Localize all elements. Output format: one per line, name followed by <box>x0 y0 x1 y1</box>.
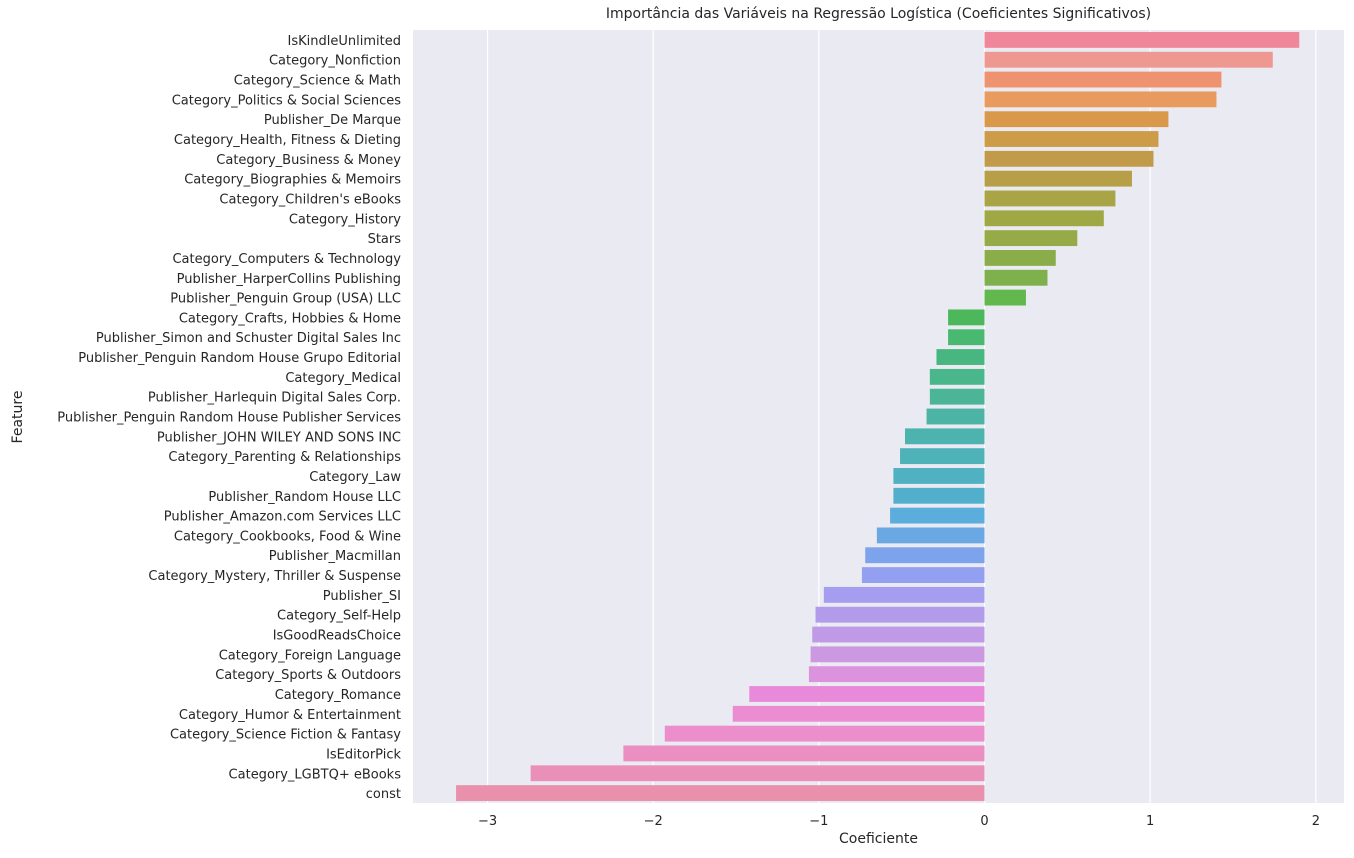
bar <box>929 368 985 385</box>
bar <box>893 487 985 504</box>
y-tick-label: Category_Science Fiction & Fantasy <box>170 728 401 743</box>
bar <box>815 606 985 623</box>
x-tick-label: −1 <box>809 814 828 829</box>
y-tick-label: Publisher_JOHN WILEY AND SONS INC <box>157 430 401 445</box>
y-tick-label: Category_Nonfiction <box>269 54 401 69</box>
y-tick-label: IsGoodReadsChoice <box>273 629 401 644</box>
y-tick-label: Category_Law <box>309 470 401 485</box>
bar <box>876 527 985 544</box>
y-tick-label: Publisher_Simon and Schuster Digital Sal… <box>96 331 401 346</box>
y-tick-label: Category_Health, Fitness & Dieting <box>174 133 401 148</box>
bar <box>926 408 985 425</box>
bar <box>749 686 985 702</box>
chart-title: Importância das Variáveis na Regressão L… <box>605 6 1152 22</box>
bar <box>456 785 985 802</box>
y-tick-label: Category_Politics & Social Sciences <box>172 93 402 108</box>
y-tick-label: Publisher_Amazon.com Services LLC <box>164 510 401 525</box>
y-tick-label: Category_Mystery, Thriller & Suspense <box>148 569 401 584</box>
y-tick-label: Publisher_Random House LLC <box>208 490 401 505</box>
bar <box>732 705 985 722</box>
y-tick-label: Category_Cookbooks, Food & Wine <box>174 529 401 544</box>
bar <box>948 309 985 326</box>
y-tick-label: Category_Self-Help <box>277 609 401 624</box>
y-tick-label: const <box>366 787 401 802</box>
bar <box>984 289 1026 306</box>
bar <box>905 428 985 445</box>
bar <box>664 725 985 742</box>
y-tick-label: Category_Humor & Entertainment <box>179 708 401 723</box>
bars <box>456 31 1300 802</box>
bar <box>984 111 1169 128</box>
y-tick-label: Category_Children's eBooks <box>219 192 401 207</box>
y-tick-labels: IsKindleUnlimited Category_Nonfiction Cate… <box>57 34 401 802</box>
y-tick-label: Publisher_Penguin Group (USA) LLC <box>170 292 401 307</box>
y-tick-label: Category_History <box>289 212 401 227</box>
y-tick-label: IsKindleUnlimited <box>288 34 401 49</box>
bar <box>984 71 1222 88</box>
x-axis-label: Coeficiente <box>839 831 918 847</box>
bar <box>865 547 985 564</box>
y-tick-label: Publisher_Penguin Random House Publisher… <box>57 411 401 426</box>
bar <box>936 349 985 365</box>
y-tick-label: Category_Romance <box>275 688 401 703</box>
bar <box>984 31 1300 48</box>
bar <box>893 468 985 484</box>
y-tick-label: Publisher_Macmillan <box>269 549 401 564</box>
y-tick-label: Category_Sports & Outdoors <box>215 668 401 683</box>
y-tick-label: Publisher_SI <box>323 589 401 604</box>
x-tick-label: 2 <box>1312 814 1320 829</box>
bar <box>929 388 985 405</box>
x-tick-labels: −3 −2 −1 0 1 2 <box>478 814 1320 829</box>
bar <box>984 190 1116 207</box>
y-tick-label: Publisher_HarperCollins Publishing <box>177 272 401 287</box>
bar <box>948 329 985 346</box>
y-tick-label: Publisher_Penguin Random House Grupo Edi… <box>78 351 401 366</box>
y-tick-label: Category_Parenting & Relationships <box>168 450 401 465</box>
bar <box>890 507 985 524</box>
bar <box>984 170 1132 187</box>
bar <box>823 586 985 603</box>
x-tick-label: 1 <box>1146 814 1154 829</box>
bar <box>861 567 985 583</box>
y-axis-label: Feature <box>10 390 26 444</box>
y-tick-label: Category_Crafts, Hobbies & Home <box>179 311 401 326</box>
y-tick-label: IsEditorPick <box>326 747 401 762</box>
y-tick-label: Category_Computers & Technology <box>172 252 401 267</box>
y-tick-label: Category_Foreign Language <box>219 648 401 663</box>
bar <box>984 91 1217 108</box>
bar <box>984 51 1273 68</box>
x-tick-label: −2 <box>644 814 663 829</box>
bar <box>984 210 1104 227</box>
y-tick-label: Publisher_Harlequin Digital Sales Corp. <box>148 391 401 406</box>
bar <box>984 150 1154 167</box>
bar <box>808 666 985 683</box>
bar <box>810 646 985 663</box>
bar <box>984 230 1078 247</box>
y-tick-label: Stars <box>368 232 402 247</box>
bar <box>530 765 985 782</box>
y-tick-label: Category_Biographies & Memoirs <box>184 173 401 188</box>
bar <box>812 626 985 643</box>
bar <box>623 745 985 762</box>
bar <box>900 448 985 465</box>
y-tick-label: Category_Business & Money <box>216 153 401 168</box>
bar <box>984 131 1159 147</box>
x-tick-label: −3 <box>478 814 497 829</box>
bar <box>984 250 1056 266</box>
y-tick-label: Category_Medical <box>285 371 401 386</box>
y-tick-label: Publisher_De Marque <box>264 113 401 128</box>
y-tick-label: Category_LGBTQ+ eBooks <box>229 767 402 782</box>
bar <box>984 269 1048 286</box>
x-tick-label: 0 <box>980 814 988 829</box>
y-tick-label: Category_Science & Math <box>234 74 401 89</box>
